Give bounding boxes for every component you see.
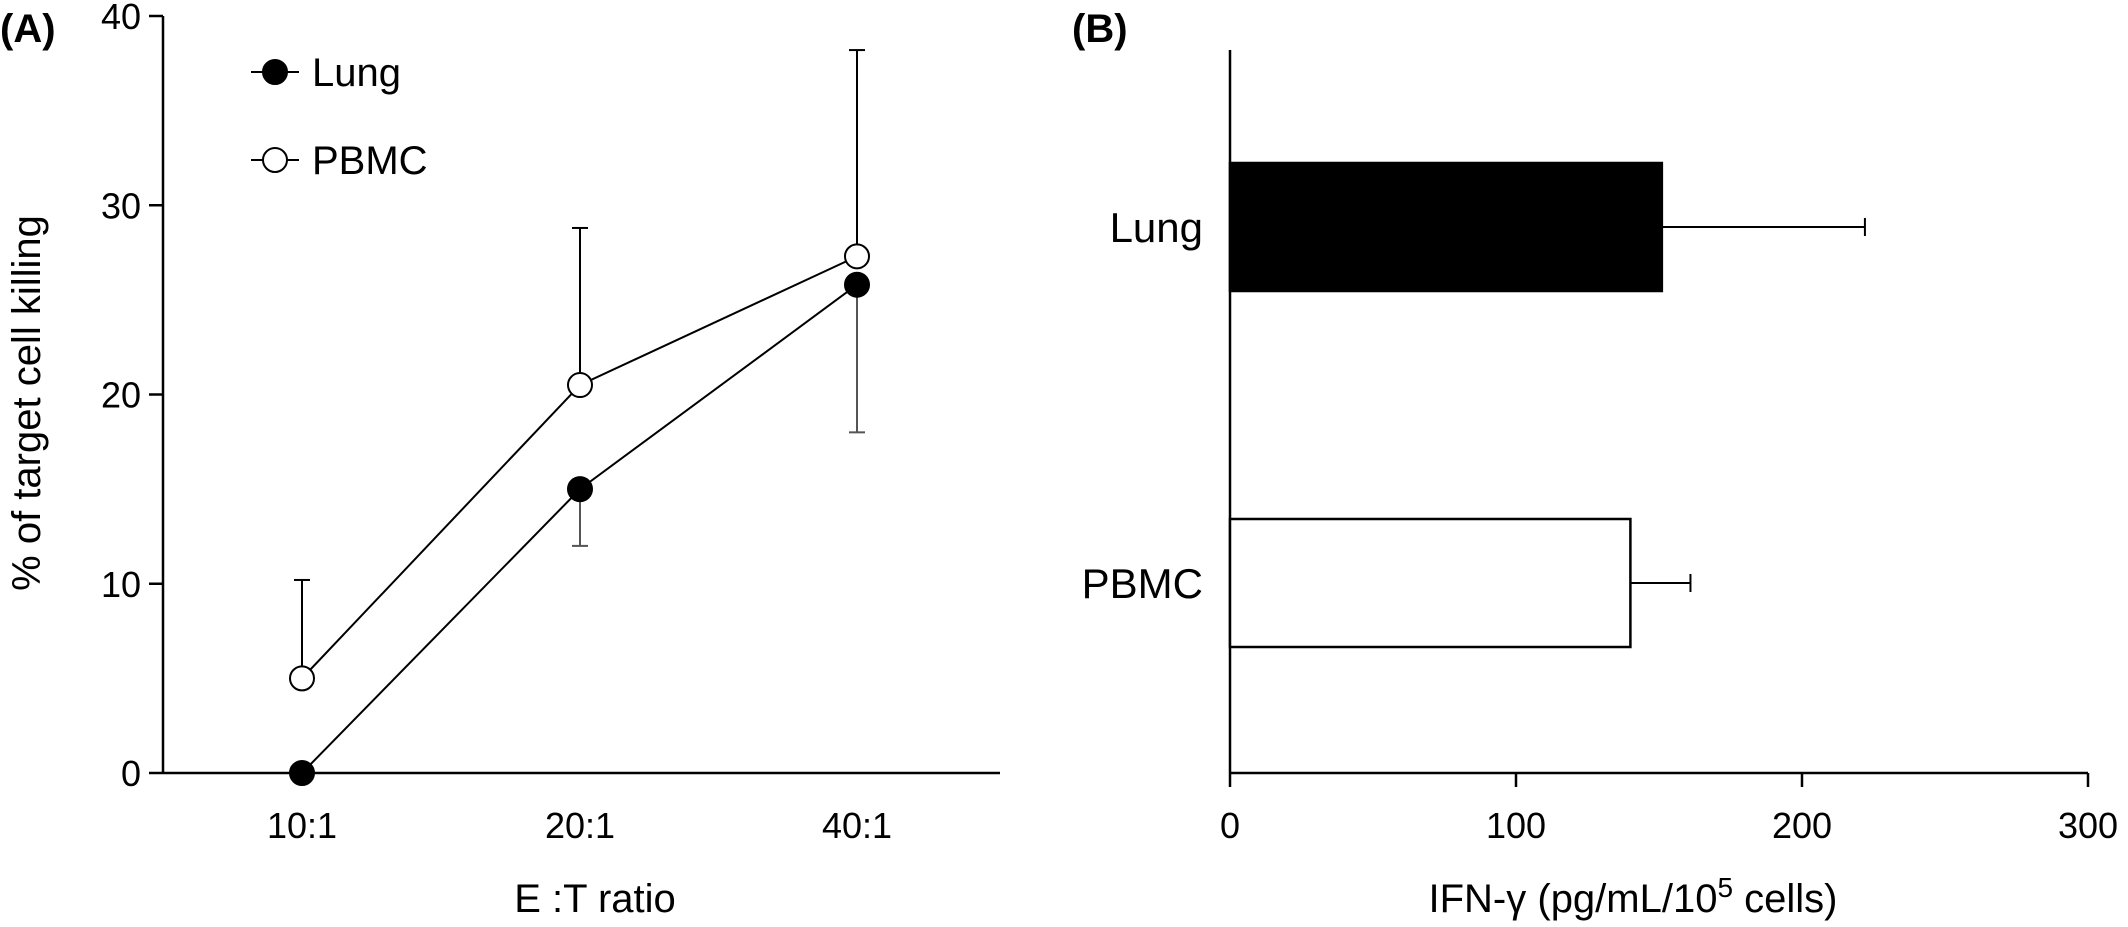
panel-a-y-tick-label: 30 — [101, 185, 141, 226]
panel-a-y-tick-label: 10 — [101, 564, 141, 605]
panel-b-x-tick-label: 0 — [1220, 805, 1240, 846]
legend-item-lung: Lung — [251, 51, 401, 95]
panel-a-legend: Lung PBMC — [251, 51, 428, 183]
panel-b-x-label-end: cells) — [1733, 877, 1837, 921]
panel-a-x-ticks: 10:1 20:1 40:1 — [267, 805, 892, 846]
data-point-pbmc — [844, 243, 870, 270]
panel-a-y-tick-label: 0 — [121, 753, 141, 794]
panel-a-y-ticks: 0 10 20 30 40 — [101, 0, 163, 794]
legend-pbmc-label: PBMC — [312, 139, 428, 183]
panel-a: (A) 0 10 20 30 40 10:1 20:1 40:1 % of target c… — [0, 0, 1000, 921]
data-point-lung — [844, 271, 870, 298]
legend-lung-marker — [262, 59, 288, 85]
panel-a-x-tick-label: 20:1 — [545, 805, 615, 846]
bar-pbmc — [1228, 517, 1632, 649]
panel-b-x-tick-label: 300 — [2058, 805, 2118, 846]
panel-a-series — [289, 49, 870, 786]
panel-a-x-axis-label: E :T ratio — [514, 877, 676, 921]
legend-item-pbmc: PBMC — [251, 139, 428, 183]
data-point-lung — [289, 760, 315, 786]
bar-label-pbmc: PBMC — [1082, 560, 1203, 607]
data-point-lung — [567, 476, 593, 503]
panel-a-y-axis-label: % of target cell killing — [5, 215, 49, 591]
panel-b-x-label-sup: 5 — [1717, 872, 1733, 903]
panel-b-x-label-main: IFN-γ (pg/mL/10 — [1429, 877, 1718, 921]
bar-label-lung: Lung — [1110, 204, 1203, 251]
data-point-pbmc — [289, 665, 315, 692]
panel-b: (B) 0 100 200 300 Lung PBMC IFN-γ (pg/mL/105… — [1072, 7, 2118, 921]
bar-lung — [1228, 161, 1664, 293]
panel-a-label: (A) — [0, 7, 56, 51]
data-point-pbmc — [567, 372, 593, 399]
panel-b-x-tick-label: 100 — [1486, 805, 1546, 846]
panel-b-label: (B) — [1072, 7, 1128, 51]
panel-b-x-ticks: 0 100 200 300 — [1220, 773, 2118, 846]
panel-a-x-tick-label: 40:1 — [822, 805, 892, 846]
panel-b-x-tick-label: 200 — [1772, 805, 1832, 846]
panel-a-x-tick-label: 10:1 — [267, 805, 337, 846]
panel-b-x-axis-label: IFN-γ (pg/mL/105 cells) — [1429, 872, 1838, 922]
panel-b-bars: Lung PBMC — [1082, 161, 1866, 649]
legend-lung-label: Lung — [312, 51, 401, 95]
panel-a-y-tick-label: 20 — [101, 375, 141, 416]
legend-pbmc-marker — [262, 147, 288, 173]
panel-a-y-tick-label: 40 — [101, 0, 141, 37]
